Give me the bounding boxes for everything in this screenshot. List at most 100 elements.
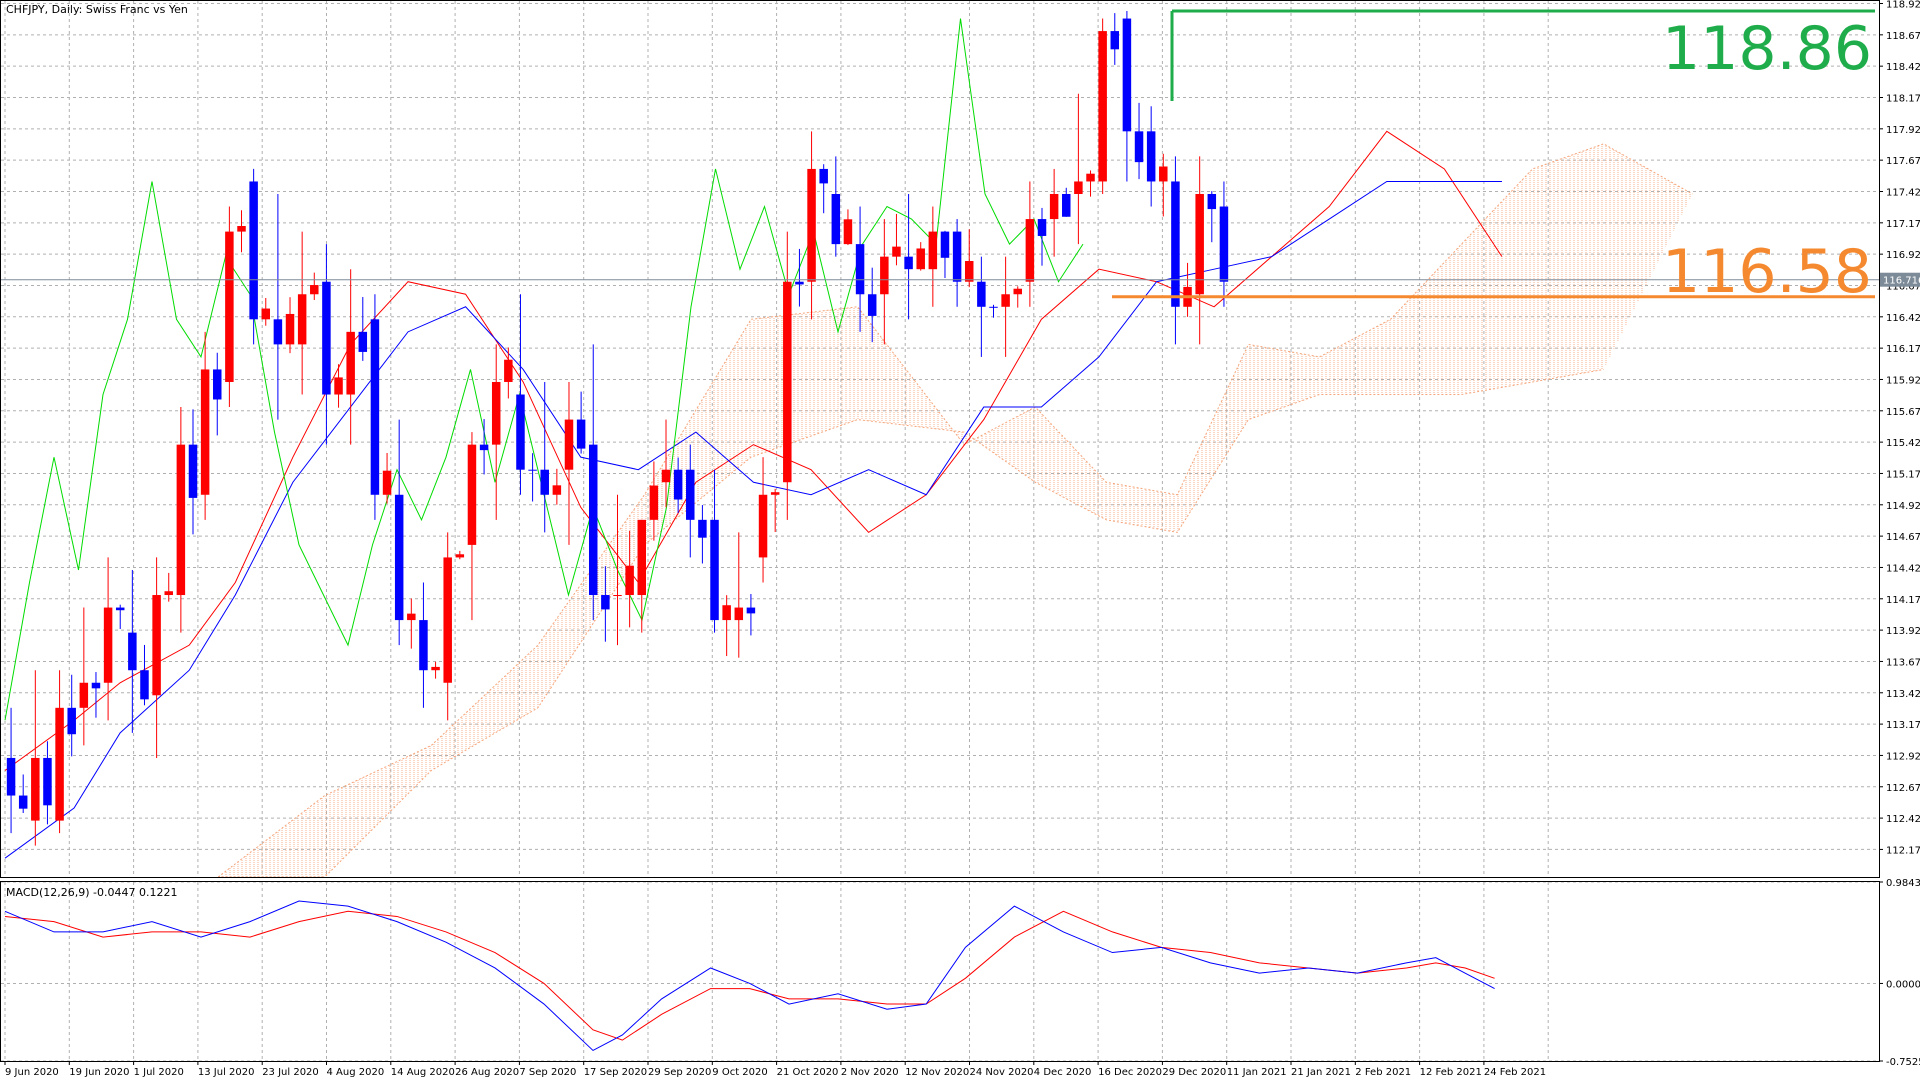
- candle: [916, 242, 925, 271]
- y-tick-label: 118.670: [1886, 31, 1920, 42]
- candle-body: [601, 595, 610, 610]
- horizontal-levels[interactable]: [1, 9, 1879, 299]
- candle: [964, 229, 974, 288]
- candle-body: [176, 444, 186, 596]
- candle-body: [370, 319, 380, 495]
- candle-body: [188, 444, 198, 498]
- candle: [467, 432, 477, 621]
- x-tick-label: 14 Aug 2020: [391, 1067, 455, 1078]
- candle-body: [734, 607, 744, 621]
- candle-body: [916, 248, 925, 270]
- candle-body: [1037, 219, 1047, 236]
- candle: [1025, 181, 1035, 307]
- candle-body: [6, 757, 16, 796]
- candle: [346, 269, 355, 445]
- candle: [18, 774, 28, 814]
- candle-body: [225, 231, 234, 382]
- candle-body: [613, 595, 622, 597]
- candle-body: [661, 469, 671, 483]
- candle: [710, 469, 719, 633]
- x-tick-label: 12 Feb 2021: [1420, 1067, 1482, 1078]
- candle: [188, 409, 198, 535]
- cloud-area: [218, 143, 1693, 878]
- candle-body: [79, 682, 89, 708]
- candle: [1098, 18, 1107, 194]
- candle-body: [1110, 31, 1120, 50]
- candle: [843, 209, 853, 246]
- candle: [770, 488, 780, 533]
- candle: [200, 331, 210, 520]
- senkou-span-a: [217, 143, 1693, 878]
- candle: [322, 244, 331, 445]
- candle: [698, 505, 707, 564]
- candle-body: [904, 256, 913, 270]
- candle: [1086, 170, 1095, 197]
- candle: [1062, 187, 1071, 217]
- y-tick-label: 113.920: [1886, 626, 1920, 637]
- candle: [928, 206, 938, 307]
- candle: [552, 468, 562, 505]
- candle-body: [103, 607, 113, 683]
- candle: [977, 256, 986, 357]
- x-tick-label: 24 Nov 2020: [970, 1067, 1034, 1078]
- candle-body: [285, 313, 295, 345]
- x-tick-label: 29 Sep 2020: [648, 1067, 711, 1078]
- candle: [613, 494, 622, 646]
- x-tick-label: 2 Nov 2020: [841, 1067, 899, 1078]
- macd-main-line: [4, 900, 1495, 1052]
- candle-body: [334, 377, 343, 395]
- candle: [1110, 13, 1120, 65]
- candle-body: [249, 181, 258, 320]
- candle: [479, 419, 489, 475]
- macd-axis: 0.9843 0.0000 -0.7525: [1879, 878, 1920, 1068]
- candle: [746, 594, 756, 636]
- candle-body: [928, 231, 938, 270]
- candle-body: [479, 444, 489, 451]
- y-tick-label: 117.170: [1886, 219, 1920, 230]
- candle-body: [1195, 193, 1204, 295]
- candle: [91, 672, 101, 718]
- candlesticks[interactable]: [6, 11, 1229, 846]
- candle-body: [358, 331, 368, 352]
- candle: [382, 453, 392, 504]
- candle: [358, 297, 368, 361]
- candle-body: [419, 620, 428, 671]
- x-tick-label: 1 Jul 2020: [134, 1067, 184, 1078]
- candle-body: [455, 554, 465, 558]
- candle-body: [322, 281, 331, 395]
- candle: [940, 230, 950, 278]
- kijun-sen-line: [4, 180, 1502, 859]
- candle: [1159, 153, 1168, 217]
- candle-body: [504, 359, 513, 382]
- candle-body: [625, 565, 634, 596]
- candle-body: [552, 485, 562, 495]
- candle: [673, 457, 683, 513]
- candle-body: [576, 419, 586, 449]
- candle: [6, 707, 16, 834]
- y-tick-label: 112.920: [1886, 751, 1920, 762]
- candle: [734, 532, 744, 658]
- candle: [540, 381, 549, 533]
- candle: [394, 419, 404, 646]
- candle-body: [964, 260, 974, 282]
- y-tick-label: 116.920: [1886, 250, 1920, 261]
- candle-body: [1219, 206, 1229, 282]
- x-tick-label: 12 Nov 2020: [905, 1067, 969, 1078]
- candle-body: [807, 168, 816, 282]
- x-tick-label: 29 Dec 2020: [1162, 1067, 1226, 1078]
- candle-body: [855, 244, 865, 295]
- candle: [625, 530, 634, 628]
- candle: [431, 661, 440, 679]
- candle-body: [940, 231, 950, 258]
- candle: [1122, 11, 1132, 182]
- x-tick-label: 19 Jun 2020: [69, 1067, 129, 1078]
- candle-body: [55, 707, 64, 821]
- candle: [1013, 286, 1022, 308]
- y-tick-label: 116.170: [1886, 344, 1920, 355]
- candle-body: [1171, 181, 1180, 307]
- candle: [285, 297, 295, 354]
- candle-body: [989, 306, 998, 308]
- candle-body: [1146, 131, 1156, 182]
- price-axis: 118.920 118.670 118.420 118.170 117.920 117.6…: [1879, 0, 1920, 856]
